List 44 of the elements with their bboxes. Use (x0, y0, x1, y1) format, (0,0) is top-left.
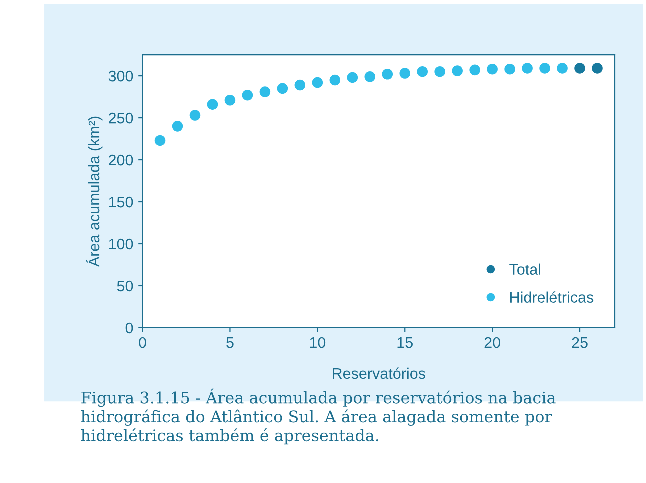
point (574, 62, 586, 75)
y-tick-label: 100 (109, 238, 134, 250)
y-tick-label: 250 (109, 112, 134, 124)
point (451, 64, 464, 78)
y-tick-label: 200 (109, 154, 134, 166)
y-tick-label: 50 (117, 280, 134, 292)
point (346, 72, 359, 84)
point (154, 134, 166, 147)
y-tick-label: 300 (108, 70, 134, 82)
point (206, 98, 219, 111)
point (364, 70, 376, 84)
y-axis-title: Área acumulada (km²) (86, 116, 103, 268)
point (276, 82, 289, 95)
x-tick-label: 10 (310, 337, 326, 348)
point (328, 74, 342, 86)
point (521, 62, 534, 75)
point (504, 63, 516, 76)
y-tick-label: 0 (126, 322, 134, 334)
point (311, 76, 324, 89)
text: Figura 3.1.15 - Área acumulada por reservatórios na bacia hidrográfica do Atlântico Sul. A área alagada somente por hidrelétricas também é apresentada. (81, 388, 556, 445)
point (486, 63, 499, 76)
point (224, 94, 236, 107)
x-tick-label: 15 (398, 338, 413, 348)
y-tick-label: 150 (109, 196, 134, 208)
x-tick-label: 0 (139, 337, 146, 348)
x-tick-label: 5 (226, 338, 234, 348)
point (189, 109, 202, 122)
point (468, 64, 482, 76)
x-tick-label: 25 (572, 337, 588, 348)
point (398, 67, 412, 80)
point (434, 66, 446, 78)
x-tick-label: 20 (484, 337, 500, 348)
point (241, 89, 254, 102)
legend-label: Total (510, 264, 541, 276)
x-axis-title: Reservatórios (333, 368, 426, 380)
point (416, 66, 429, 78)
point (381, 68, 394, 81)
point (258, 86, 272, 98)
legend-label: Hidrelétricas (510, 292, 594, 303)
point (172, 120, 184, 133)
point (538, 62, 552, 75)
point (556, 62, 569, 75)
point (294, 79, 306, 92)
point (591, 62, 604, 75)
